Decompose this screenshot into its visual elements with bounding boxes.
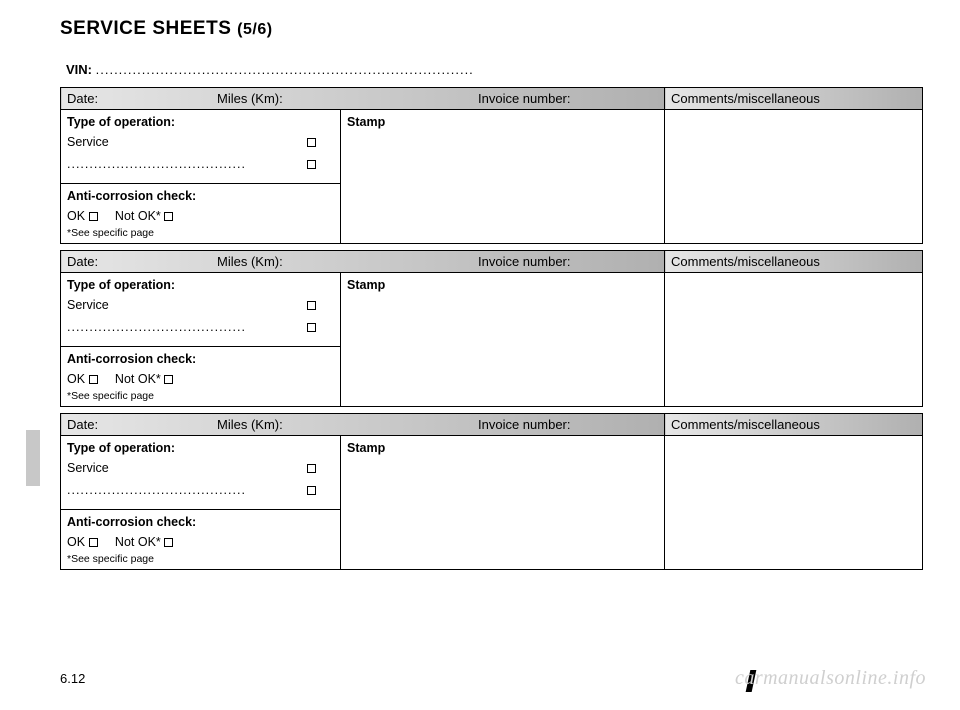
- hdr-invoice: Invoice number:: [478, 417, 658, 432]
- notok-label: Not OK*: [115, 535, 161, 549]
- anti-hdr: Anti-corrosion check:: [67, 515, 334, 529]
- page-number: 6.12: [60, 671, 85, 686]
- table-header-left: Date: Miles (Km): Invoice number:: [61, 88, 665, 110]
- ok-label: OK: [67, 372, 85, 386]
- service-table: Date: Miles (Km): Invoice number: Commen…: [60, 87, 923, 244]
- type-hdr: Type of operation:: [67, 441, 334, 455]
- hdr-date: Date:: [67, 91, 217, 106]
- service-block-2: Date: Miles (Km): Invoice number: Commen…: [60, 250, 922, 407]
- service-block-1: Date: Miles (Km): Invoice number: Commen…: [60, 87, 922, 244]
- other-checkbox[interactable]: [307, 323, 316, 332]
- footnote: *See specific page: [67, 390, 334, 402]
- hdr-invoice: Invoice number:: [478, 254, 658, 269]
- fill-line: ........................................: [67, 320, 246, 334]
- service-checkbox[interactable]: [307, 138, 316, 147]
- other-checkbox[interactable]: [307, 486, 316, 495]
- anti-corrosion-cell: Anti-corrosion check: OK Not OK* *See sp…: [61, 184, 341, 244]
- anti-hdr: Anti-corrosion check:: [67, 352, 334, 366]
- comments-cell: [665, 110, 923, 244]
- vin-row: VIN: ...................................…: [66, 62, 926, 77]
- footnote: *See specific page: [67, 553, 334, 565]
- title-main: SERVICE SHEETS: [60, 18, 231, 39]
- type-hdr: Type of operation:: [67, 278, 334, 292]
- hdr-miles: Miles (Km):: [217, 254, 478, 269]
- ok-checkbox[interactable]: [89, 375, 98, 384]
- stamp-cell: Stamp: [341, 273, 665, 407]
- hdr-date: Date:: [67, 254, 217, 269]
- hdr-miles: Miles (Km):: [217, 417, 478, 432]
- notok-label: Not OK*: [115, 209, 161, 223]
- fill-line: ........................................: [67, 157, 246, 171]
- hdr-comments: Comments/miscellaneous: [665, 251, 923, 273]
- hdr-comments: Comments/miscellaneous: [665, 88, 923, 110]
- comments-cell: [665, 273, 923, 407]
- table-header-left: Date: Miles (Km): Invoice number:: [61, 414, 665, 436]
- anti-corrosion-cell: Anti-corrosion check: OK Not OK* *See sp…: [61, 510, 341, 570]
- vin-dots: ........................................…: [96, 62, 474, 77]
- stamp-cell: Stamp: [341, 110, 665, 244]
- anti-corrosion-cell: Anti-corrosion check: OK Not OK* *See sp…: [61, 347, 341, 407]
- stamp-hdr: Stamp: [347, 441, 658, 455]
- stamp-hdr: Stamp: [347, 115, 658, 129]
- service-label: Service: [67, 298, 109, 312]
- service-label: Service: [67, 461, 109, 475]
- title-sub: (5/6): [237, 21, 272, 38]
- notok-label: Not OK*: [115, 372, 161, 386]
- service-checkbox[interactable]: [307, 301, 316, 310]
- ok-label: OK: [67, 209, 85, 223]
- notok-checkbox[interactable]: [164, 375, 173, 384]
- service-table: Date: Miles (Km): Invoice number: Commen…: [60, 250, 923, 407]
- hdr-comments: Comments/miscellaneous: [665, 414, 923, 436]
- hdr-miles: Miles (Km):: [217, 91, 478, 106]
- ok-checkbox[interactable]: [89, 212, 98, 221]
- type-hdr: Type of operation:: [67, 115, 334, 129]
- service-table: Date: Miles (Km): Invoice number: Commen…: [60, 413, 923, 570]
- type-of-operation-cell: Type of operation: Service .............…: [61, 273, 341, 347]
- page-title: SERVICE SHEETS (5/6): [60, 18, 926, 40]
- notok-checkbox[interactable]: [164, 538, 173, 547]
- hdr-date: Date:: [67, 417, 217, 432]
- footnote: *See specific page: [67, 227, 334, 239]
- notok-checkbox[interactable]: [164, 212, 173, 221]
- stamp-hdr: Stamp: [347, 278, 658, 292]
- table-header-left: Date: Miles (Km): Invoice number:: [61, 251, 665, 273]
- comments-cell: [665, 436, 923, 570]
- type-of-operation-cell: Type of operation: Service .............…: [61, 110, 341, 184]
- fill-line: ........................................: [67, 483, 246, 497]
- other-checkbox[interactable]: [307, 160, 316, 169]
- anti-hdr: Anti-corrosion check:: [67, 189, 334, 203]
- type-of-operation-cell: Type of operation: Service .............…: [61, 436, 341, 510]
- vin-label: VIN:: [66, 62, 92, 77]
- service-label: Service: [67, 135, 109, 149]
- hdr-invoice: Invoice number:: [478, 91, 658, 106]
- watermark-text: carmanualsonline.info: [735, 667, 926, 690]
- stamp-cell: Stamp: [341, 436, 665, 570]
- service-block-3: Date: Miles (Km): Invoice number: Commen…: [60, 413, 922, 570]
- service-checkbox[interactable]: [307, 464, 316, 473]
- side-tab: [26, 430, 40, 486]
- ok-checkbox[interactable]: [89, 538, 98, 547]
- ok-label: OK: [67, 535, 85, 549]
